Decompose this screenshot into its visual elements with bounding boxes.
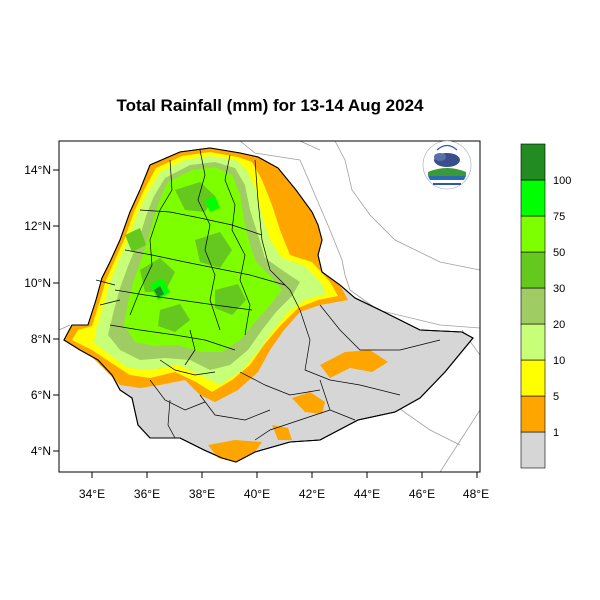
y-axis-labels: 14°N 12°N 10°N 8°N 6°N 4°N [24,163,51,458]
legend-label: 1 [553,427,559,439]
rain-patches-orange [208,240,388,462]
y-tick-label: 6°N [31,388,51,402]
y-tick-label: 10°N [24,276,51,290]
legend-color-box [520,287,546,325]
legend-colorbar [520,143,546,469]
rain-patches-extreme [154,286,164,297]
legend-color-box [520,251,546,289]
legend-color-box [520,143,546,181]
x-tick-label: 46°E [409,487,435,501]
y-tick-label: 8°N [31,332,51,346]
map-title: Total Rainfall (mm) for 13-14 Aug 2024 [116,96,424,115]
legend-color-box [520,395,546,433]
rain-patches-heavy [125,182,246,332]
legend-label: 10 [553,355,565,367]
x-tick-label: 48°E [463,487,489,501]
ethiopia-outline [63,147,474,463]
legend-color-box [520,179,546,217]
legend-color-box [520,359,546,397]
x-tick-label: 36°E [134,487,160,501]
ethiopian-meteorology-institute-logo [422,140,472,190]
legend-color-box [520,431,546,469]
x-tick-label: 40°E [244,487,270,501]
x-tick-label: 44°E [354,487,380,501]
legend-color-box [520,323,546,361]
y-tick-label: 4°N [31,444,51,458]
legend-label: 50 [553,247,565,259]
legend-label: 5 [553,391,559,403]
map-area [59,141,480,472]
x-tick-label: 42°E [299,487,325,501]
x-tick-label: 34°E [79,487,105,501]
x-tick-label: 38°E [189,487,215,501]
legend-label: 75 [553,211,565,223]
x-axis-labels: 34°E 36°E 38°E 40°E 42°E 44°E 46°E 48°E [79,487,489,501]
y-tick-label: 14°N [24,163,51,177]
legend-color-box [520,215,546,253]
legend-labels: 1 5 10 20 30 50 75 100 [553,175,571,439]
map-frame [58,140,481,473]
admin-boundaries [95,149,441,441]
legend-label: 20 [553,319,565,331]
y-tick-label: 12°N [24,219,51,233]
legend-label: 30 [553,283,565,295]
x-axis-ticks [53,169,478,478]
legend-label: 100 [553,175,571,187]
